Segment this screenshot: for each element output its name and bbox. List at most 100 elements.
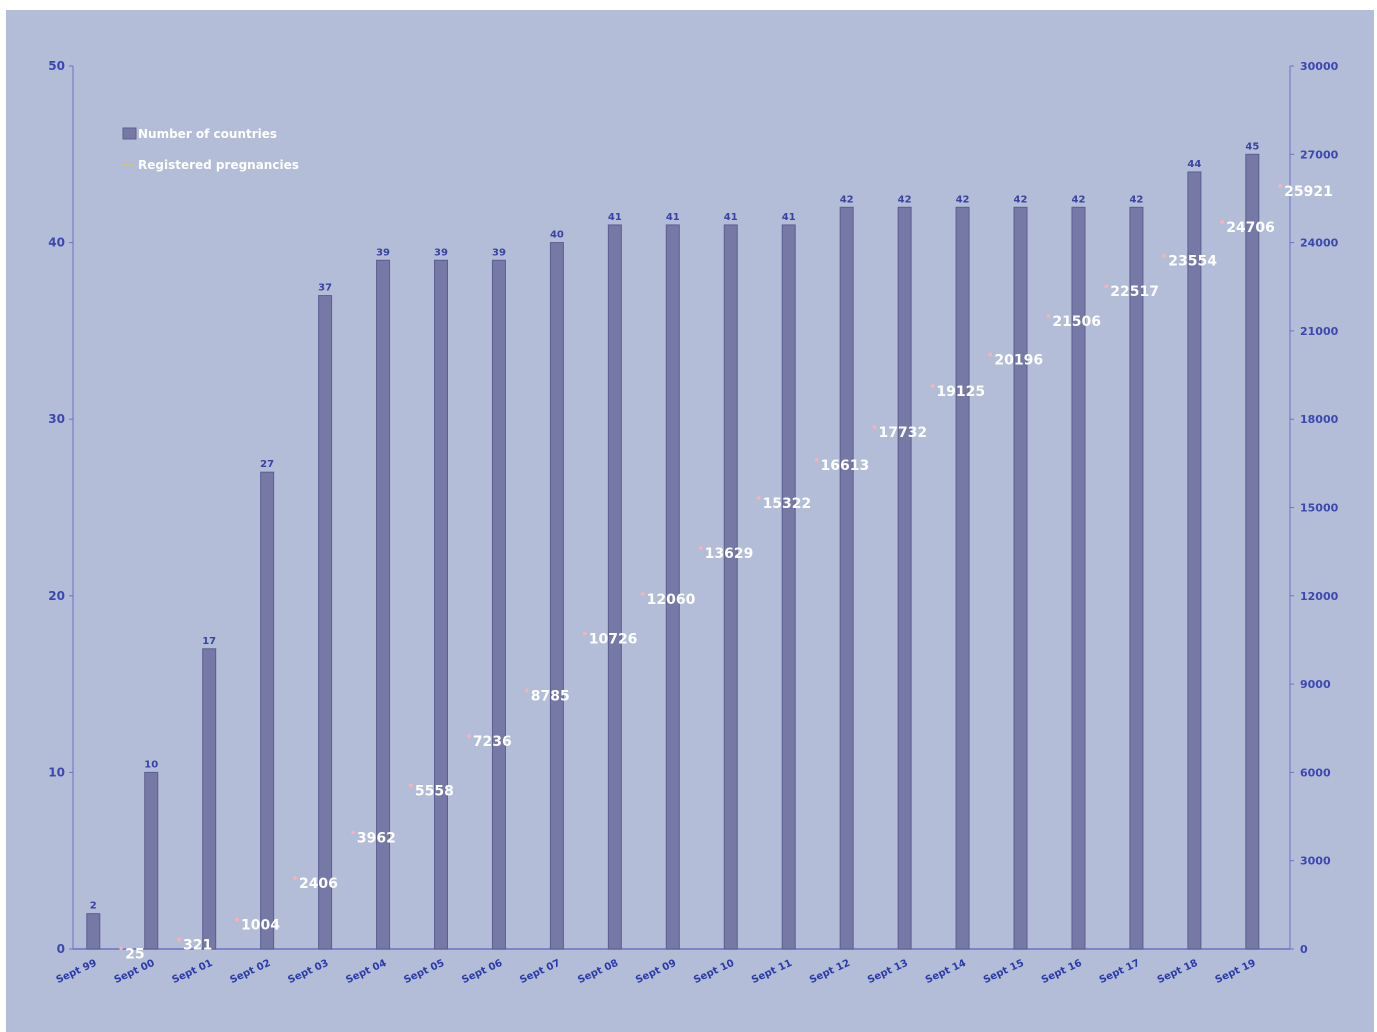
pregnancy-point bbox=[582, 631, 587, 636]
bar bbox=[839, 206, 854, 950]
bar-value-label: 39 bbox=[376, 247, 390, 258]
right-axis-tick-label: 18000 bbox=[1300, 413, 1339, 426]
x-axis-tick-label: Sept 12 bbox=[808, 958, 852, 986]
bar bbox=[1129, 206, 1144, 950]
pregnancy-value-label: 5558 bbox=[415, 783, 454, 799]
right-axis-tick-label: 24000 bbox=[1300, 237, 1339, 250]
x-axis-tick-label: Sept 18 bbox=[1156, 958, 1200, 986]
legend-label-bar: Number of countries bbox=[138, 127, 277, 141]
left-axis-tick-label: 20 bbox=[48, 589, 65, 603]
x-axis-tick-label: Sept 19 bbox=[1214, 958, 1258, 986]
pregnancy-point bbox=[524, 688, 529, 693]
pregnancy-value-label: 1004 bbox=[241, 917, 280, 933]
bar-value-label: 42 bbox=[1014, 194, 1028, 205]
bar-value-label: 41 bbox=[608, 212, 622, 223]
bar bbox=[1071, 206, 1086, 950]
pregnancy-value-label: 13629 bbox=[705, 546, 754, 562]
bar-value-label: 42 bbox=[1072, 194, 1086, 205]
bar bbox=[607, 224, 622, 950]
pregnancy-point bbox=[698, 546, 703, 550]
pregnancy-value-label: 16613 bbox=[821, 458, 870, 474]
pregnancy-point bbox=[351, 830, 355, 835]
bar-value-label: 44 bbox=[1187, 159, 1201, 170]
bar-value-label: 27 bbox=[260, 459, 274, 470]
right-axis-tick-label: 30000 bbox=[1300, 60, 1339, 73]
bar-value-label: 45 bbox=[1245, 141, 1259, 152]
x-axis-tick-label: Sept 16 bbox=[1040, 958, 1084, 986]
pregnancy-point bbox=[1220, 220, 1224, 224]
pregnancy-value-label: 2406 bbox=[299, 876, 338, 892]
pregnancy-point bbox=[293, 876, 297, 880]
left-axis-tick-label: 40 bbox=[48, 236, 65, 250]
pregnancy-value-label: 17732 bbox=[878, 425, 927, 441]
bar-value-label: 42 bbox=[956, 194, 970, 205]
bar bbox=[897, 206, 912, 950]
x-axis-tick-label: Sept 02 bbox=[228, 958, 272, 986]
pregnancy-value-label: 23554 bbox=[1168, 254, 1217, 270]
x-axis-tick-label: Sept 03 bbox=[286, 958, 330, 986]
bar bbox=[318, 295, 333, 950]
pregnancy-value-label: 7236 bbox=[473, 734, 512, 750]
pregnancy-value-label: 19125 bbox=[936, 384, 985, 400]
bar bbox=[86, 913, 101, 950]
bar-value-label: 39 bbox=[492, 247, 506, 258]
right-axis-tick-label: 6000 bbox=[1300, 766, 1331, 779]
bar bbox=[549, 242, 564, 950]
right-axis-tick-label: 12000 bbox=[1300, 590, 1339, 603]
bar-value-label: 41 bbox=[782, 212, 796, 223]
bar bbox=[144, 771, 159, 950]
chart-area: 0 10 20 30 40 50 0 3000 6000 9000 12000 15000 18000 2… bbox=[6, 10, 1374, 1032]
pregnancy-point bbox=[467, 734, 471, 738]
pregnancy-point bbox=[1046, 314, 1051, 318]
x-axis-tick-label: Sept 15 bbox=[982, 958, 1026, 986]
bar bbox=[1013, 206, 1028, 950]
bar bbox=[376, 259, 391, 950]
x-axis-tick-label: Sept 01 bbox=[171, 958, 215, 986]
pregnancy-value-label: 24706 bbox=[1226, 220, 1275, 236]
pregnancy-value-label: 22517 bbox=[1110, 284, 1159, 300]
pregnancy-point bbox=[988, 352, 993, 357]
right-axis-tick-label: 15000 bbox=[1300, 502, 1339, 515]
x-axis-tick-label: Sept 11 bbox=[750, 958, 794, 986]
left-axis-tick-label: 0 bbox=[57, 942, 65, 956]
bar-value-label: 39 bbox=[434, 247, 448, 258]
bar-value-label: 42 bbox=[840, 194, 854, 205]
x-axis-tick-label: Sept 99 bbox=[55, 958, 99, 986]
pregnancy-value-label: 8785 bbox=[531, 688, 570, 704]
left-axis-tick-label: 30 bbox=[48, 412, 65, 426]
right-axis-tick-label: 3000 bbox=[1300, 855, 1331, 868]
pregnancy-value-label: 10726 bbox=[589, 631, 638, 647]
x-axis-tick-label: Sept 07 bbox=[518, 958, 562, 986]
x-axis-tick-label: Sept 09 bbox=[634, 958, 678, 986]
bar bbox=[781, 224, 796, 950]
x-axis-tick-label: Sept 05 bbox=[402, 958, 446, 986]
bar-value-label: 10 bbox=[144, 759, 158, 770]
pregnancy-value-label: 25 bbox=[125, 946, 144, 962]
pregnancy-point bbox=[235, 917, 239, 922]
bar bbox=[491, 259, 506, 950]
bar-value-label: 40 bbox=[550, 230, 564, 241]
bar-value-label: 17 bbox=[202, 636, 216, 647]
x-axis-tick-label: Sept 14 bbox=[924, 958, 968, 986]
bar bbox=[202, 648, 217, 950]
pregnancy-value-label: 25921 bbox=[1284, 184, 1333, 200]
bar-value-label: 42 bbox=[898, 194, 912, 205]
bar-value-label: 41 bbox=[666, 212, 680, 223]
pregnancy-point bbox=[930, 384, 935, 388]
pregnancy-point bbox=[1104, 284, 1109, 289]
x-axis-tick-label: Sept 10 bbox=[692, 958, 736, 986]
x-axis-tick-label: Sept 04 bbox=[344, 958, 388, 986]
bar bbox=[1245, 153, 1260, 950]
right-axis-tick-label: 9000 bbox=[1300, 678, 1331, 691]
legend-swatch-bar bbox=[122, 127, 137, 140]
x-axis-tick-label: Sept 06 bbox=[460, 958, 504, 986]
bar-value-label: 42 bbox=[1129, 194, 1143, 205]
bar bbox=[955, 206, 970, 950]
pregnancy-point bbox=[1162, 253, 1167, 258]
right-axis-tick-label: 21000 bbox=[1300, 325, 1339, 338]
pregnancy-value-label: 321 bbox=[183, 938, 212, 954]
left-axis-tick-label: 50 bbox=[48, 59, 65, 73]
pregnancy-value-label: 3962 bbox=[357, 830, 396, 846]
bar-value-label: 41 bbox=[724, 212, 738, 223]
bar-value-label: 37 bbox=[318, 283, 332, 294]
